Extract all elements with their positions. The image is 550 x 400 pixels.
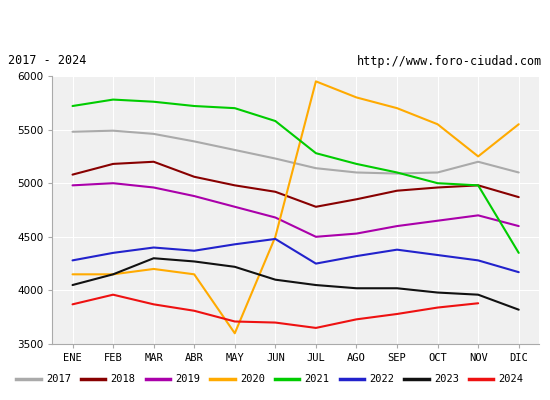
- Text: 2022: 2022: [370, 374, 394, 384]
- Text: 2024: 2024: [499, 374, 524, 384]
- Text: http://www.foro-ciudad.com: http://www.foro-ciudad.com: [356, 54, 542, 68]
- Text: 2020: 2020: [240, 374, 265, 384]
- Text: 2017 - 2024: 2017 - 2024: [8, 54, 87, 68]
- Text: Evolucion del paro registrado en Lorca: Evolucion del paro registrado en Lorca: [102, 16, 448, 30]
- Text: 2021: 2021: [305, 374, 329, 384]
- Text: 2019: 2019: [175, 374, 200, 384]
- Text: 2017: 2017: [46, 374, 71, 384]
- Text: 2023: 2023: [434, 374, 459, 384]
- Text: 2018: 2018: [111, 374, 136, 384]
